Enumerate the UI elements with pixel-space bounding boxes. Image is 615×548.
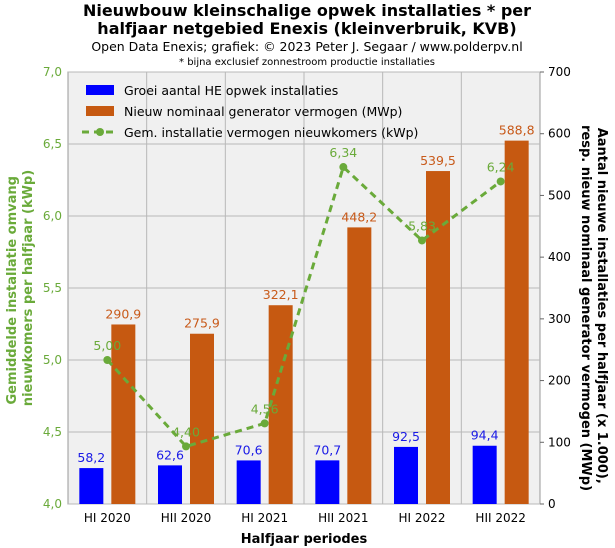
line-point <box>182 442 190 451</box>
data-labels: 58,2 62,6 70,6 70,7 92,5 94,4 290,9 275,9 322,1 4… <box>77 123 534 465</box>
legend: Groei aantal HE opwek installaties Nieuw … <box>82 83 418 140</box>
line-point <box>496 177 505 186</box>
y-axis-right-title-line2: resp. nieuw nominaal generator vermogen … <box>578 125 593 491</box>
bar-label-installaties: 70,7 <box>313 442 341 457</box>
y-left-tick-label: 4,5 <box>43 425 62 439</box>
y-axis-left-title-line1: Gemiddelde installatie omvang <box>5 176 20 404</box>
bar-installaties <box>236 460 261 504</box>
y-left-tick-label: 6,5 <box>43 137 62 151</box>
y-left-tick-label: 6,0 <box>43 209 62 223</box>
y-right-tick-label: 400 <box>548 250 571 264</box>
chart-footnote: * bijna exclusief zonnestroom productie … <box>179 57 435 68</box>
y-axis-right-title: Aantal nieuwe installaties per halfjaar … <box>578 125 609 491</box>
bar-label-installaties: 94,4 <box>471 428 499 443</box>
line-point-label: 5,00 <box>93 338 121 353</box>
y-axis-right-title-line1: Aantal nieuwe installaties per halfjaar … <box>594 128 609 484</box>
y-right-tick-label: 300 <box>548 312 571 326</box>
bars <box>79 140 529 504</box>
line-series <box>103 163 505 451</box>
line-point <box>260 419 269 428</box>
bar-installaties <box>315 460 340 504</box>
bar-vermogen <box>504 140 529 504</box>
bar-label-installaties: 70,6 <box>235 442 263 457</box>
line-point-label: 4,56 <box>251 401 279 416</box>
bar-label-installaties: 62,6 <box>156 447 184 462</box>
y-right-tick-label: 100 <box>548 435 571 449</box>
bar-installaties <box>394 446 418 504</box>
line-point <box>418 236 426 245</box>
x-tick-label: HII 2020 <box>161 511 211 525</box>
y-right-tick-label: 200 <box>548 374 571 388</box>
legend-label: Groei aantal HE opwek installaties <box>124 83 338 98</box>
bar-label-installaties: 92,5 <box>392 429 420 444</box>
line-point-label: 4,40 <box>172 424 200 439</box>
bar-vermogen <box>268 305 293 504</box>
y-left-tick-label: 7,0 <box>43 65 62 79</box>
x-tick-label: HII 2022 <box>475 511 525 525</box>
chart-title-line2: halfjaar netgebied Enexis (kleinverbruik… <box>97 19 516 38</box>
bar-label-vermogen: 290,9 <box>105 306 141 321</box>
line-point-label: 5,83 <box>408 218 436 233</box>
line-point <box>339 163 348 172</box>
y-left-tick-label: 4,0 <box>43 497 62 511</box>
y-axis-left-title: Gemiddelde installatie omvang nieuwkomer… <box>5 170 36 406</box>
bar-label-vermogen: 448,2 <box>341 209 377 224</box>
y-left-tick-label: 5,0 <box>43 353 62 367</box>
line-point <box>103 356 112 364</box>
bar-vermogen <box>426 171 450 504</box>
bar-vermogen <box>190 333 214 504</box>
bar-label-vermogen: 275,9 <box>184 316 220 331</box>
x-tick-label: HI 2022 <box>399 511 446 525</box>
y-left-tick-label: 5,5 <box>43 281 62 295</box>
axis-ticks: 4,0 4,5 5,0 5,5 6,0 6,5 7,0 0 100 200 300 400 500 600… <box>43 65 571 525</box>
legend-label: Nieuw nominaal generator vermogen (MWp) <box>124 104 402 119</box>
bar-label-vermogen: 539,5 <box>420 153 456 168</box>
bar-installaties <box>79 468 104 504</box>
y-right-tick-label: 600 <box>548 127 571 141</box>
legend-swatch <box>86 85 114 95</box>
x-tick-label: HI 2020 <box>84 511 131 525</box>
bar-label-vermogen: 322,1 <box>263 287 299 302</box>
y-axis-left-title-line2: nieuwkomers per halfjaar (kWp) <box>21 170 36 406</box>
x-axis-title: Halfjaar periodes <box>241 532 368 547</box>
chart-subtitle: Open Data Enexis; grafiek: © 2023 Peter … <box>91 39 522 54</box>
y-right-tick-label: 0 <box>548 497 556 511</box>
line-point-label: 6,34 <box>329 145 357 160</box>
x-tick-label: HII 2021 <box>318 511 368 525</box>
bar-label-installaties: 58,2 <box>77 450 105 465</box>
line-gem-vermogen <box>106 164 502 449</box>
line-point-label: 6,24 <box>487 159 515 174</box>
chart-title-line1: Nieuwbouw kleinschalige opwek installati… <box>83 1 531 20</box>
bar-installaties <box>472 445 497 504</box>
x-tick-label: HI 2021 <box>241 511 288 525</box>
legend-marker <box>96 128 104 136</box>
gridlines <box>68 71 540 505</box>
y-right-tick-label: 700 <box>548 65 571 79</box>
bar-label-vermogen: 588,8 <box>499 123 535 138</box>
bar-vermogen <box>347 227 372 504</box>
bar-installaties <box>158 465 182 504</box>
y-right-tick-label: 500 <box>548 188 571 202</box>
bar-vermogen <box>111 324 136 504</box>
legend-label: Gem. installatie vermogen nieuwkomers (k… <box>124 125 418 140</box>
legend-swatch <box>86 106 114 116</box>
